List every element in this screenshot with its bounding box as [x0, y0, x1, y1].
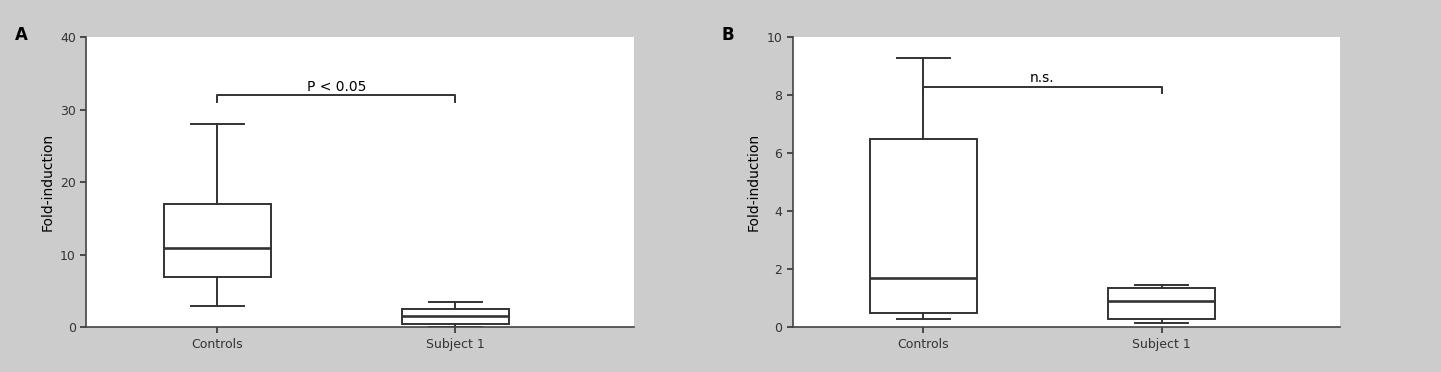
Text: A: A: [16, 26, 29, 44]
Y-axis label: Fold-induction: Fold-induction: [746, 133, 761, 231]
Text: n.s.: n.s.: [1030, 71, 1055, 85]
PathPatch shape: [1108, 288, 1215, 319]
Text: P < 0.05: P < 0.05: [307, 80, 366, 94]
PathPatch shape: [870, 139, 977, 313]
PathPatch shape: [402, 309, 509, 324]
PathPatch shape: [164, 204, 271, 276]
Y-axis label: Fold-induction: Fold-induction: [40, 133, 55, 231]
Text: B: B: [722, 26, 733, 44]
